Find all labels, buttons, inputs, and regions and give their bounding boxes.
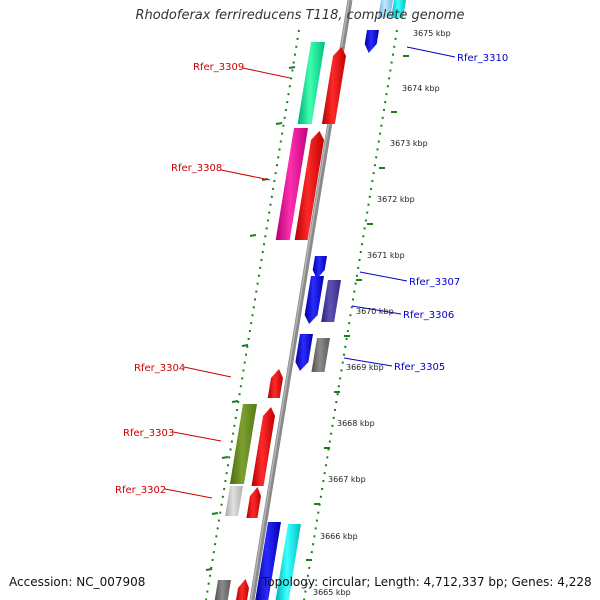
- label-leader-line: [172, 431, 222, 442]
- tick-mark: [288, 66, 296, 69]
- gene-label-rfer-3309: Rfer_3309: [193, 62, 244, 73]
- gene-rfer-3305: [311, 338, 330, 372]
- gene-feature: [236, 579, 249, 600]
- gene-label-rfer-3303: Rfer_3303: [123, 428, 174, 439]
- gene-rfer-3305-b: [295, 334, 313, 371]
- gene-feature: [255, 522, 281, 600]
- tick-mark: [211, 512, 219, 515]
- gene-rfer-3306: [321, 280, 341, 322]
- gene-rfer-3303-cds: [229, 404, 257, 484]
- gene-label-rfer-3308: Rfer_3308: [171, 163, 222, 174]
- gene-label-rfer-3305: Rfer_3305: [394, 362, 445, 373]
- label-leader-line: [359, 271, 408, 282]
- kbp-label: 3669 kbp: [346, 363, 384, 372]
- tick-mark: [275, 122, 283, 125]
- gene-rfer-3309: [321, 47, 346, 124]
- tick-mark: [221, 456, 229, 459]
- gene-label-rfer-3302: Rfer_3302: [115, 485, 166, 496]
- label-leader-line: [351, 305, 402, 315]
- label-leader-line: [406, 46, 456, 58]
- kbp-label: 3671 kbp: [367, 251, 405, 260]
- tick-mark: [231, 400, 239, 403]
- tick-mark: [205, 568, 213, 571]
- kbp-label: 3675 kbp: [413, 29, 451, 38]
- gene-rfer-3309-cds: [297, 42, 325, 124]
- gene-label-rfer-3306: Rfer_3306: [403, 310, 454, 321]
- accession-text: Accession: NC_007908: [9, 575, 146, 589]
- kbp-label: 3674 kbp: [402, 84, 440, 93]
- map-title: Rhodoferax ferrireducens T118, complete …: [135, 8, 465, 23]
- tick-mark: [249, 234, 257, 237]
- label-leaders: [164, 46, 456, 499]
- gene-feature: [214, 580, 231, 600]
- gene-feature: [275, 524, 301, 600]
- gene-feature: [391, 0, 406, 18]
- topology-text: Topology: circular; Length: 4,712,337 bp…: [262, 575, 592, 589]
- gene-label-rfer-3304: Rfer_3304: [134, 363, 185, 374]
- gene-label-rfer-3310: Rfer_3310: [457, 53, 508, 64]
- kbp-label: 3666 kbp: [320, 532, 358, 541]
- gene-rfer-3304: [267, 369, 283, 398]
- label-leader-line: [164, 488, 213, 499]
- label-leader-line: [242, 67, 291, 79]
- gene-rfer-3302-cds: [225, 486, 243, 516]
- label-leader-line: [343, 357, 393, 367]
- outer-track-left: [205, 29, 300, 600]
- kbp-label: 3667 kbp: [328, 475, 366, 484]
- gene-features: [214, 0, 406, 600]
- kbp-label: 3672 kbp: [377, 195, 415, 204]
- kbp-label: 3670 kbp: [356, 307, 394, 316]
- label-leader-line: [183, 366, 232, 378]
- gene-rfer-3303: [251, 407, 275, 486]
- gene-rfer-3310: [364, 30, 379, 53]
- gene-label-rfer-3307: Rfer_3307: [409, 277, 460, 288]
- tick-marks: [205, 55, 409, 571]
- tick-mark: [241, 344, 249, 347]
- gene-rfer-3307: [312, 256, 327, 279]
- gene-rfer-3302: [246, 487, 261, 518]
- kbp-label: 3668 kbp: [337, 419, 375, 428]
- kbp-label: 3673 kbp: [390, 139, 428, 148]
- gene-rfer-3306-b: [304, 276, 324, 324]
- kbp-label: 3665 kbp: [313, 588, 351, 597]
- label-leader-line: [220, 169, 271, 181]
- gene-feature: [378, 0, 393, 18]
- gene-rfer-3308: [294, 131, 324, 240]
- gene-rfer-3308-cds: [275, 128, 308, 240]
